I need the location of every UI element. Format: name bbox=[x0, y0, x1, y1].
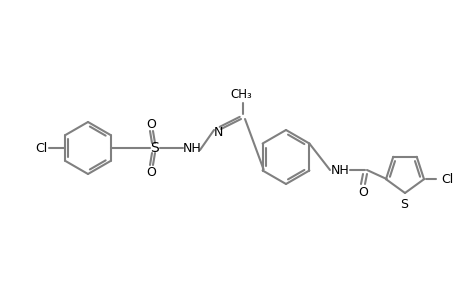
Text: O: O bbox=[146, 118, 156, 130]
Text: S: S bbox=[150, 141, 159, 155]
Text: NH: NH bbox=[330, 164, 349, 176]
Text: Cl: Cl bbox=[35, 142, 47, 154]
Text: N: N bbox=[213, 125, 222, 139]
Text: Cl: Cl bbox=[440, 173, 452, 186]
Text: S: S bbox=[399, 198, 407, 211]
Text: NH: NH bbox=[182, 142, 201, 154]
Text: O: O bbox=[357, 185, 367, 199]
Text: O: O bbox=[146, 166, 156, 178]
Text: CH₃: CH₃ bbox=[230, 88, 252, 100]
